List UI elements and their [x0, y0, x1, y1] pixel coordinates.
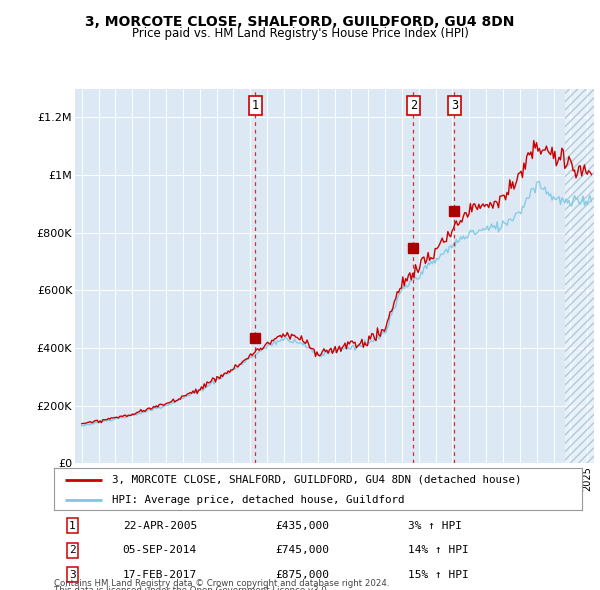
Text: 2: 2 [69, 545, 76, 555]
Text: This data is licensed under the Open Government Licence v3.0.: This data is licensed under the Open Gov… [54, 586, 329, 590]
Text: £435,000: £435,000 [276, 521, 330, 531]
Text: £745,000: £745,000 [276, 545, 330, 555]
Text: 22-APR-2005: 22-APR-2005 [122, 521, 197, 531]
Text: 3: 3 [69, 569, 76, 579]
Text: 3% ↑ HPI: 3% ↑ HPI [408, 521, 462, 531]
Text: 14% ↑ HPI: 14% ↑ HPI [408, 545, 469, 555]
Bar [565, 88, 596, 463]
Text: Contains HM Land Registry data © Crown copyright and database right 2024.: Contains HM Land Registry data © Crown c… [54, 579, 389, 588]
Text: HPI: Average price, detached house, Guildford: HPI: Average price, detached house, Guil… [112, 495, 404, 504]
Bar [565, 88, 596, 463]
Text: 3, MORCOTE CLOSE, SHALFORD, GUILDFORD, GU4 8DN (detached house): 3, MORCOTE CLOSE, SHALFORD, GUILDFORD, G… [112, 475, 521, 485]
Text: 1: 1 [252, 99, 259, 112]
Text: 15% ↑ HPI: 15% ↑ HPI [408, 569, 469, 579]
Text: 17-FEB-2017: 17-FEB-2017 [122, 569, 197, 579]
Text: Price paid vs. HM Land Registry's House Price Index (HPI): Price paid vs. HM Land Registry's House … [131, 27, 469, 40]
Text: 3, MORCOTE CLOSE, SHALFORD, GUILDFORD, GU4 8DN: 3, MORCOTE CLOSE, SHALFORD, GUILDFORD, G… [85, 15, 515, 29]
Text: 1: 1 [69, 521, 76, 531]
Text: 3: 3 [451, 99, 458, 112]
Text: £875,000: £875,000 [276, 569, 330, 579]
Text: 05-SEP-2014: 05-SEP-2014 [122, 545, 197, 555]
Text: 2: 2 [410, 99, 417, 112]
